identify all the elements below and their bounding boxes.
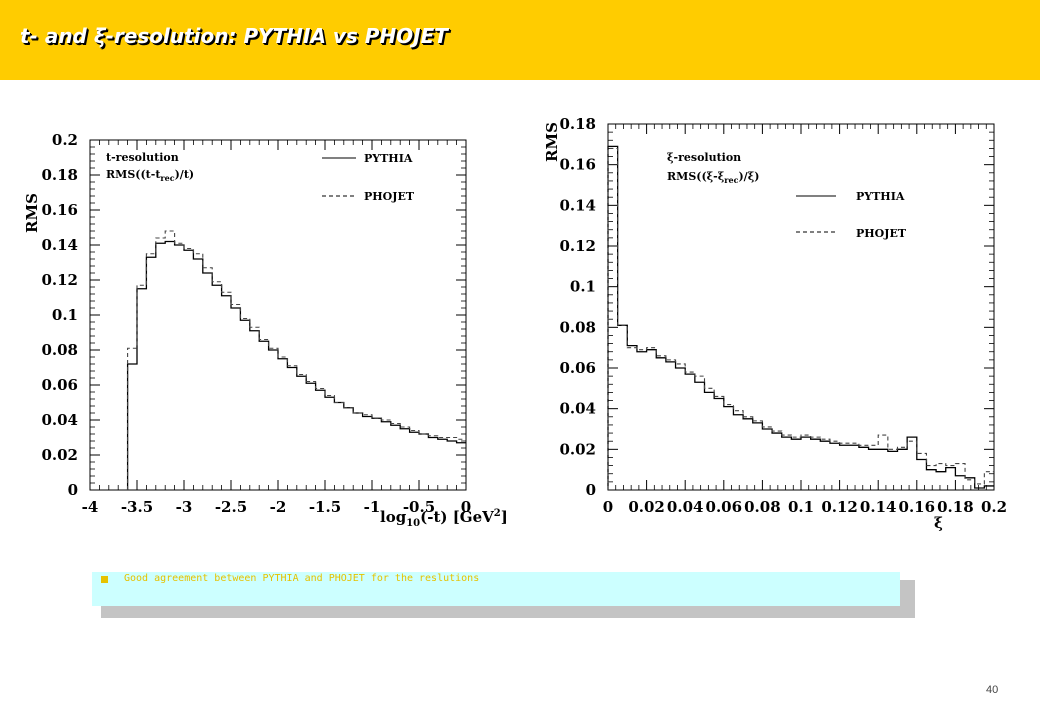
x-tick-label: 0 xyxy=(461,498,471,516)
y-tick-label: 0.16 xyxy=(41,201,78,219)
x-tick-label: 0.06 xyxy=(706,498,743,516)
x-tick-label: -0.5 xyxy=(403,498,435,516)
y-axis-label: RMS xyxy=(543,122,561,162)
annotation-formula: RMS((ξ-ξrec)/ξ) xyxy=(667,170,759,185)
series-phojet-line xyxy=(127,230,466,490)
x-tick-label: -2.5 xyxy=(215,498,247,516)
y-tick-label: 0.14 xyxy=(559,196,596,214)
x-tick-label: 0.04 xyxy=(667,498,704,516)
x-tick-label: 0.18 xyxy=(937,498,974,516)
y-tick-label: 0.02 xyxy=(41,446,78,464)
x-tick-label: 0.08 xyxy=(744,498,781,516)
y-axis-label: RMS xyxy=(23,193,41,233)
x-tick-label: -2 xyxy=(270,498,287,516)
legend-label-pythia: PYTHIA xyxy=(364,152,413,165)
x-tick-label: 0.02 xyxy=(628,498,665,516)
header-bar: t- and ξ-resolution: PYTHIA vs PHOJET xyxy=(0,0,1040,80)
y-tick-label: 0.1 xyxy=(570,278,596,296)
y-tick-label: 0.06 xyxy=(559,359,596,377)
annotation-title: ξ-resolution xyxy=(667,151,741,164)
bullet-square-icon xyxy=(101,576,108,583)
y-tick-label: 0.14 xyxy=(41,236,78,254)
axis-ticks xyxy=(89,139,467,491)
y-tick-label: 0.18 xyxy=(559,115,596,133)
series-group xyxy=(126,230,466,490)
y-tick-label: 0.04 xyxy=(559,400,596,418)
x-tick-label: -1.5 xyxy=(309,498,341,516)
y-tick-label: 0 xyxy=(586,481,596,499)
axis-ticks xyxy=(607,123,995,491)
series-group xyxy=(607,145,994,490)
y-tick-label: 0.12 xyxy=(559,237,596,255)
x-tick-label: 0.16 xyxy=(899,498,936,516)
y-tick-label: 0.04 xyxy=(41,411,78,429)
x-axis-label: ξ xyxy=(934,514,943,532)
y-tick-label: 0.08 xyxy=(559,318,596,336)
y-tick-labels: 0 0.02 0.04 0.06 0.08 0.1 0.12 0.14 0.16 0.18 0.2 xyxy=(41,131,78,499)
annotation-title: t-resolution xyxy=(106,151,179,164)
x-tick-label: -4 xyxy=(82,498,99,516)
y-tick-label: 0 xyxy=(68,481,78,499)
x-axis-label: log10(-t) [GeV2] xyxy=(380,508,508,529)
y-tick-label: 0.12 xyxy=(41,271,78,289)
x-tick-label: -3.5 xyxy=(121,498,153,516)
y-tick-label: 0.02 xyxy=(559,440,596,458)
legend-label-pythia: PYTHIA xyxy=(856,190,905,203)
x-tick-labels: 0 0.02 0.04 0.06 0.08 0.1 0.12 0.14 0.16 0.18 0.2 xyxy=(603,498,1007,516)
page-number: 40 xyxy=(986,684,999,696)
y-tick-label: 0.08 xyxy=(41,341,78,359)
x-tick-labels: -4 -3.5 -3 -2.5 -2 -1.5 -1 -0.5 0 xyxy=(82,498,472,516)
x-tick-label: -1 xyxy=(364,498,381,516)
x-tick-label: 0 xyxy=(603,498,613,516)
note-text: Good agreement between PYTHIA and PHOJET… xyxy=(124,573,480,584)
x-tick-label: 0.12 xyxy=(821,498,858,516)
x-tick-label: 0.14 xyxy=(860,498,897,516)
x-tick-label: 0.2 xyxy=(981,498,1007,516)
chart-xi-resolution: 00.020.040.060.080.10.120.140.160.18 0 0.… xyxy=(543,115,1007,532)
chart-t-resolution: 00.020.040.060.080.10.120.140.160.180.2 … xyxy=(23,131,508,529)
y-tick-labels: 0 0.02 0.04 0.06 0.08 0.1 0.12 0.14 0.16 0.18 xyxy=(559,115,596,499)
note-box: Good agreement between PYTHIA and PHOJET… xyxy=(92,572,900,606)
y-tick-label: 0.1 xyxy=(52,306,78,324)
y-tick-label: 0.18 xyxy=(41,166,78,184)
legend-label-phojet: PHOJET xyxy=(856,227,907,240)
legend-label-phojet: PHOJET xyxy=(364,190,415,203)
annotation-formula: RMS((t-trec)/t) xyxy=(106,168,194,183)
x-tick-label: 0.1 xyxy=(788,498,814,516)
slide-title: t- and ξ-resolution: PYTHIA vs PHOJET xyxy=(20,24,448,48)
x-tick-label: -3 xyxy=(176,498,193,516)
y-tick-label: 0.2 xyxy=(52,131,78,149)
y-tick-label: 0.16 xyxy=(559,156,596,174)
series-pythia-line xyxy=(607,145,994,490)
y-tick-label: 0.06 xyxy=(41,376,78,394)
